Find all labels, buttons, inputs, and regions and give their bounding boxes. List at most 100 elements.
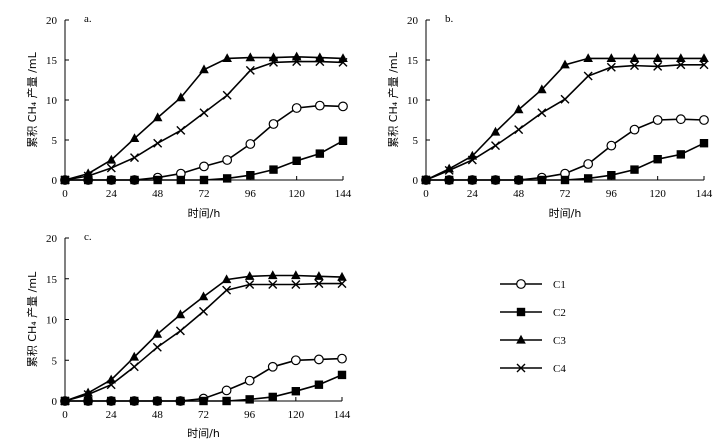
data-point-c4 — [175, 326, 185, 336]
data-point-c4 — [106, 380, 116, 390]
x-tick-label: 144 — [696, 188, 713, 200]
data-point-c4 — [314, 279, 324, 289]
data-point-c2 — [337, 370, 347, 380]
data-point-c4 — [106, 163, 116, 173]
data-point-c2 — [630, 165, 639, 174]
data-point-c4 — [292, 57, 302, 67]
data-point-c4 — [269, 57, 278, 67]
data-point-c4 — [222, 90, 232, 100]
series-c3 — [60, 270, 347, 405]
legend: C1 C2 C3 C4 — [500, 279, 566, 375]
x-tick-label: 48 — [513, 188, 525, 200]
data-point-c3 — [106, 154, 117, 164]
data-point-c4 — [199, 306, 208, 316]
data-point-c4 — [560, 94, 570, 104]
data-point-c4 — [129, 362, 139, 372]
data-point-c3 — [699, 53, 709, 62]
data-point-c3 — [337, 271, 347, 281]
data-point-c2 — [583, 174, 593, 183]
data-point-c4 — [199, 108, 209, 118]
panel-label: c. — [84, 231, 92, 243]
data-point-c3 — [606, 53, 617, 62]
y-axis-label: 累积 CH₄ 产量 /mL — [25, 51, 39, 147]
data-point-c4 — [153, 138, 163, 148]
legend-label: C3 — [553, 335, 566, 347]
data-point-c4 — [268, 279, 278, 289]
data-point-c3 — [676, 53, 686, 62]
data-point-c2 — [222, 396, 231, 406]
x-axis-label: 时间/h — [188, 207, 221, 220]
panel-label: a. — [84, 13, 92, 25]
panel-a-chart: 0 24 48 72 96 120 144 0 5 10 15 20 a. 时间/h 累积 CH₄ 产量 /… — [25, 13, 352, 220]
x-tick-label: 144 — [334, 409, 351, 421]
data-point-c3 — [291, 270, 301, 280]
y-tick-label: 20 — [46, 233, 58, 245]
data-point-c1 — [199, 161, 209, 172]
x-tick-label: 120 — [288, 409, 305, 421]
y-tick-label: 0 — [52, 175, 58, 187]
x-axis-label: 时间/h — [187, 427, 220, 440]
data-point-c1 — [338, 101, 348, 112]
data-point-c4 — [291, 279, 301, 289]
data-point-c4 — [630, 61, 639, 71]
data-point-c3 — [629, 53, 640, 62]
data-point-c4 — [338, 57, 348, 67]
data-point-c4 — [676, 60, 686, 70]
x-tick-label: 24 — [106, 188, 118, 200]
series-line-c2 — [65, 140, 344, 181]
data-point-c2 — [130, 175, 139, 185]
data-point-c4 — [491, 141, 500, 151]
data-point-c4 — [583, 71, 593, 81]
x-tick-label: 24 — [467, 188, 479, 200]
y-tick-label: 15 — [46, 55, 58, 67]
data-point-c2 — [291, 387, 301, 396]
data-point-c4 — [83, 171, 93, 181]
data-point-c2 — [176, 175, 186, 185]
data-point-c2 — [315, 149, 325, 158]
data-point-c4 — [245, 279, 255, 289]
data-point-c4 — [245, 65, 255, 75]
data-point-c3 — [129, 351, 140, 361]
y-axis-label: 累积 CH₄ 产量 /mL — [386, 51, 400, 147]
legend-label: C2 — [553, 307, 566, 319]
data-point-c4 — [467, 155, 477, 165]
data-point-c1 — [652, 115, 663, 125]
y-tick-label: 20 — [407, 15, 419, 27]
data-point-c2 — [338, 136, 348, 145]
x-tick-label: 0 — [62, 409, 68, 421]
data-point-c4 — [60, 175, 70, 185]
legend-marker-c4 — [516, 363, 526, 373]
data-point-c3 — [314, 271, 324, 280]
data-point-c2 — [176, 396, 185, 406]
series-c4 — [60, 57, 348, 185]
y-tick-label: 15 — [46, 274, 58, 286]
data-point-c1 — [245, 139, 256, 149]
y-tick-label: 20 — [46, 15, 58, 27]
data-point-c3 — [198, 291, 209, 301]
legend-marker-c2 — [516, 307, 526, 317]
data-point-c1 — [675, 114, 686, 125]
x-tick-label: 72 — [560, 188, 571, 200]
series-c1 — [421, 114, 709, 185]
panel-label: b. — [445, 13, 454, 25]
data-point-c2 — [83, 175, 93, 185]
data-point-c2 — [246, 171, 255, 180]
data-point-c1 — [699, 115, 709, 125]
data-point-c3 — [560, 59, 570, 69]
data-point-c3 — [152, 112, 163, 122]
data-point-c2 — [245, 395, 254, 404]
data-point-c2 — [314, 380, 324, 389]
data-point-c2 — [537, 175, 547, 185]
data-point-c3 — [106, 374, 116, 384]
data-point-c1 — [606, 140, 617, 151]
data-point-c3 — [244, 271, 255, 280]
data-point-c4 — [606, 62, 616, 72]
data-point-c1 — [222, 155, 233, 165]
data-point-c3 — [291, 51, 302, 61]
data-point-c2 — [107, 175, 116, 185]
x-tick-label: 144 — [335, 188, 352, 200]
data-point-c4 — [337, 279, 347, 289]
legend-marker-c1 — [516, 279, 526, 289]
y-tick-label: 10 — [46, 95, 58, 107]
